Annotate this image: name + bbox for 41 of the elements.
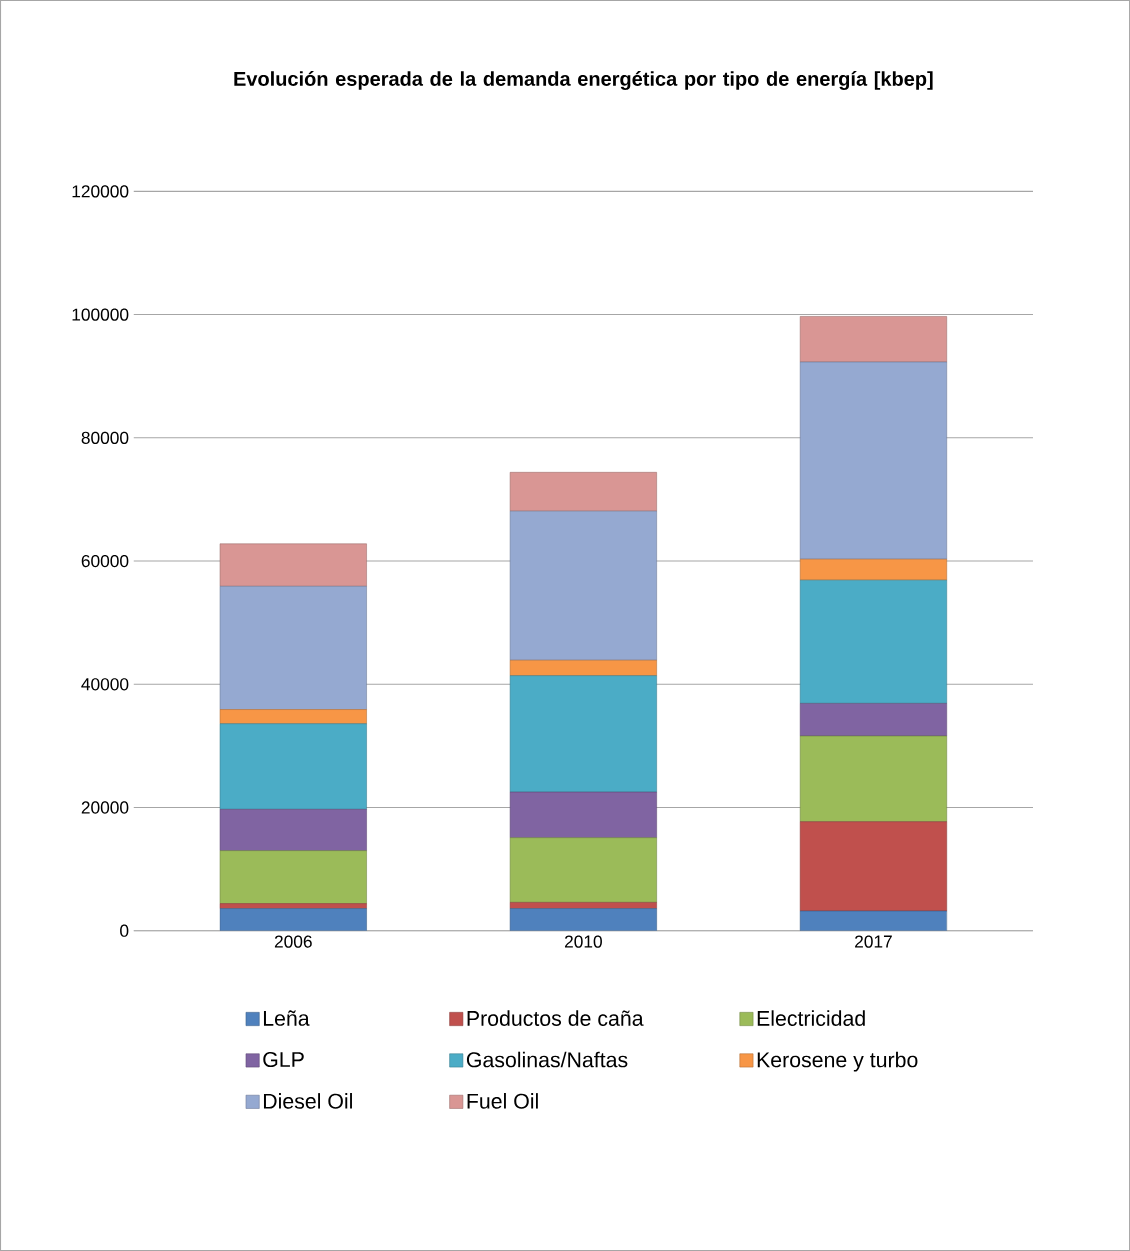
legend-label: Fuel Oil <box>467 1093 538 1109</box>
bar <box>219 809 367 851</box>
legend-label: Electricidad <box>757 1010 865 1026</box>
bar <box>219 709 367 724</box>
bar <box>509 837 657 903</box>
legend-label: Kerosene y turbo <box>757 1051 918 1072</box>
legend-label: GLP <box>263 1051 304 1068</box>
x-tick-label: 2010 <box>564 935 602 948</box>
bar <box>799 558 947 581</box>
y-tick-label: 40000 <box>81 678 129 691</box>
bar <box>799 361 947 560</box>
legend-label: Gasolinas/Naftas <box>466 1051 628 1068</box>
bar <box>509 675 657 793</box>
x-tick-label: 2006 <box>274 935 312 948</box>
y-tick-label: 0 <box>120 924 129 937</box>
legend-label: Productos de caña <box>467 1010 644 1026</box>
y-tick-label: 100000 <box>72 308 129 321</box>
bar <box>799 703 947 737</box>
bar <box>509 510 657 661</box>
legend-label: Diesel Oil <box>263 1093 352 1109</box>
bar <box>219 543 367 587</box>
bar <box>219 723 367 810</box>
y-tick-label: 120000 <box>72 185 129 198</box>
y-tick-label: 80000 <box>81 431 129 444</box>
bar <box>799 821 947 912</box>
bar <box>219 908 367 931</box>
y-tick-label: 60000 <box>81 554 129 568</box>
chart-title: Evolución esperada de la demanda energética por tipo de energía [kbep] <box>234 71 933 90</box>
bar <box>799 910 947 931</box>
bar <box>509 472 657 512</box>
bar <box>509 791 657 838</box>
legend-label: Leña <box>263 1010 310 1026</box>
bar <box>799 316 947 363</box>
bar <box>509 908 657 931</box>
bar <box>219 850 367 904</box>
bar <box>219 586 367 710</box>
y-tick-label: 20000 <box>81 801 129 814</box>
bar <box>799 735 947 822</box>
bar <box>509 659 657 676</box>
x-tick-label: 2017 <box>855 935 892 948</box>
bar <box>799 579 947 704</box>
